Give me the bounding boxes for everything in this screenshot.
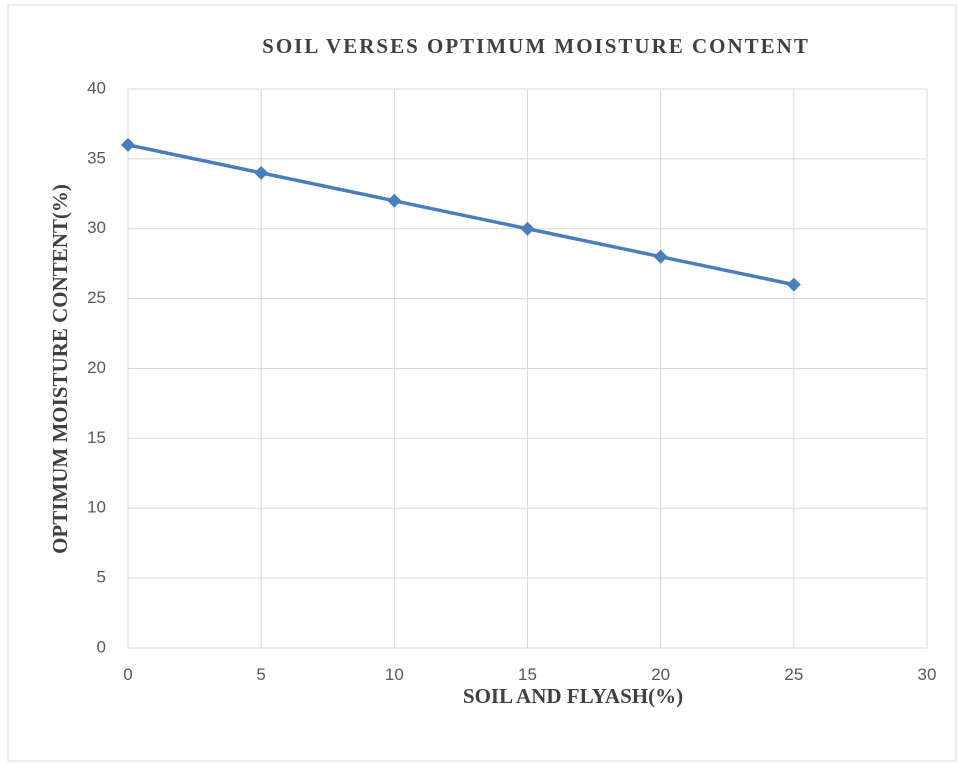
marker (520, 221, 535, 236)
line (127, 143, 795, 287)
x-tick-label: 25 (784, 665, 803, 684)
y-tick-label: 0 (97, 637, 106, 656)
y-axis-label: OPTIMUM MOISTURE CONTENT(%) (48, 184, 72, 554)
marker (786, 277, 801, 292)
y-tick-label: 20 (87, 358, 106, 377)
y-tick-label: 35 (87, 148, 106, 167)
y-tick-label: 40 (87, 78, 106, 97)
chart-border (7, 4, 957, 762)
x-tick-label: 20 (651, 665, 670, 684)
x-axis-label: SOIL AND FLYASH(%) (463, 684, 683, 708)
marker (254, 165, 269, 180)
marker (653, 249, 668, 264)
x-tick-label: 0 (123, 665, 132, 684)
marker (387, 193, 402, 208)
y-tick-label: 10 (87, 498, 106, 517)
marker (121, 137, 135, 152)
x-tick-label: 10 (385, 665, 404, 684)
x-tick-label: 15 (518, 665, 537, 684)
y-tick-label: 25 (87, 288, 106, 307)
x-tick-label: 30 (918, 665, 937, 684)
y-tick-label: 30 (87, 218, 106, 237)
chart-title: SOIL VERSES OPTIMUM MOISTURE CONTENT (262, 34, 810, 58)
y-tick-label: 15 (87, 428, 106, 447)
y-tick-label: 5 (97, 568, 106, 587)
x-tick-label: 5 (256, 665, 265, 684)
